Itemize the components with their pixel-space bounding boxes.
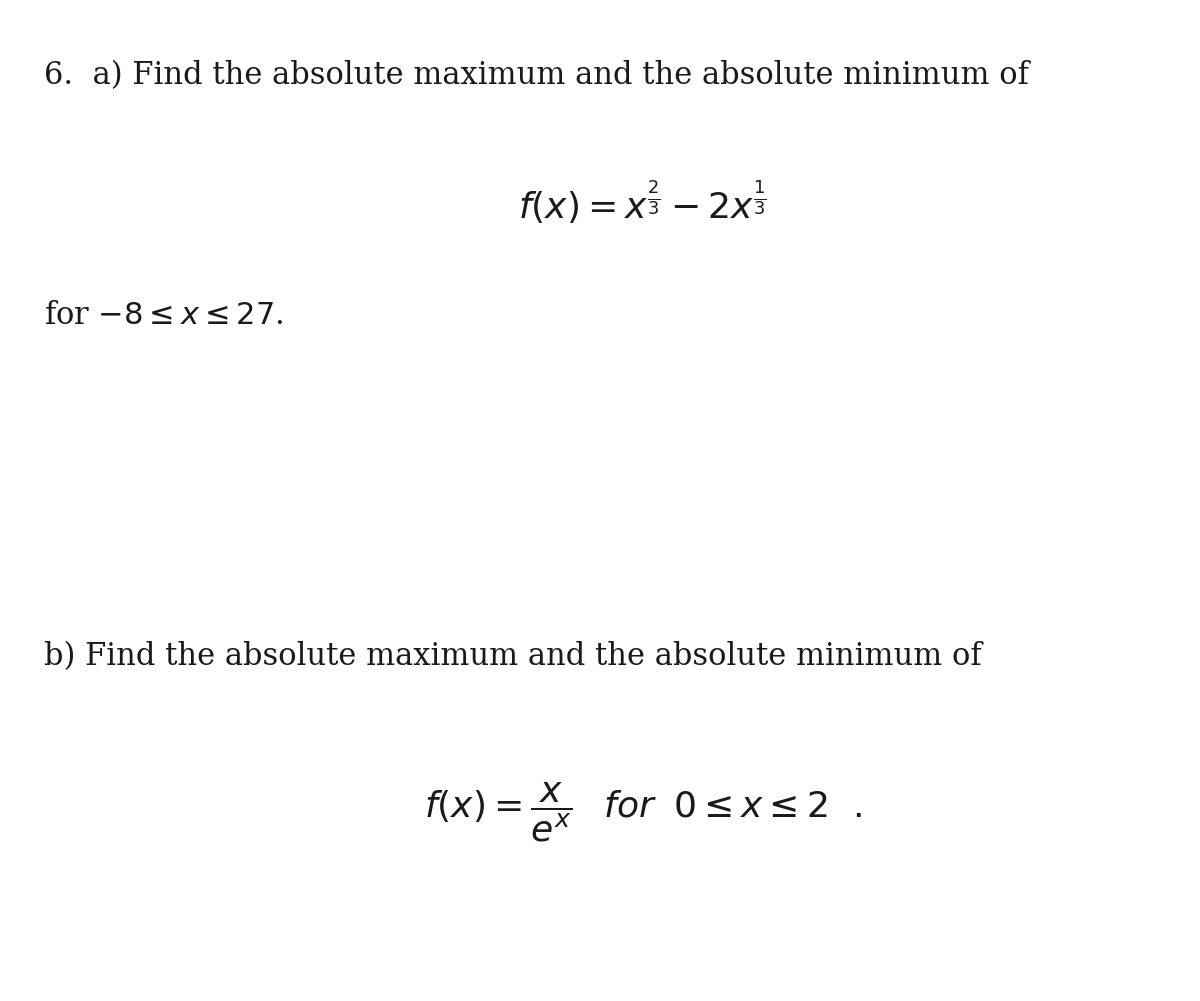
Text: 6.  a) Find the absolute maximum and the absolute minimum of: 6. a) Find the absolute maximum and the … [44,60,1030,91]
Text: b) Find the absolute maximum and the absolute minimum of: b) Find the absolute maximum and the abs… [44,641,982,672]
Text: $f(x) = \dfrac{x}{e^x}$  $\,for\;\;  0 \leq x \leq 2$  $.$: $f(x) = \dfrac{x}{e^x}$ $\,for\;\; 0 \le… [424,781,862,844]
Text: for $-8 \leq x \leq 27$.: for $-8 \leq x \leq 27$. [44,300,284,331]
Text: $f(x) = x^{\frac{2}{3}} - 2x^{\frac{1}{3}}$: $f(x) = x^{\frac{2}{3}} - 2x^{\frac{1}{3… [518,180,767,227]
